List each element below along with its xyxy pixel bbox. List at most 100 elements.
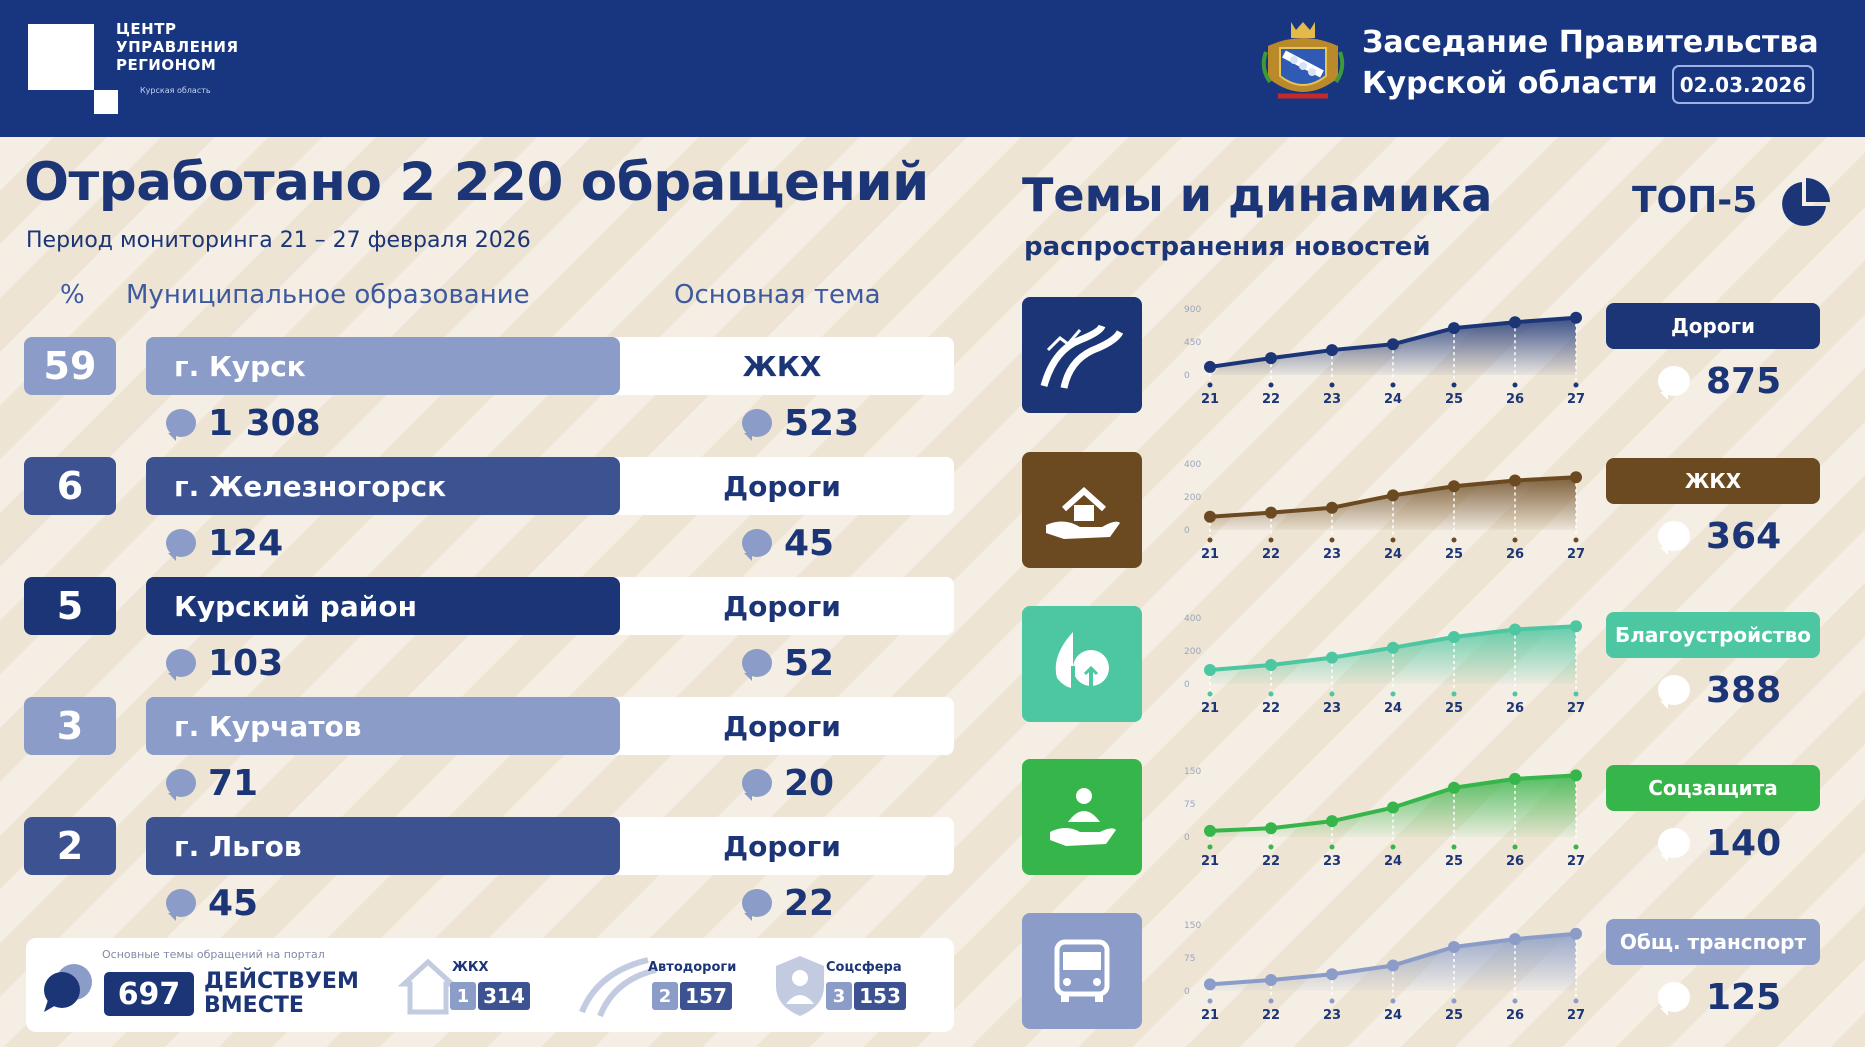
x-tick-label: 26	[1506, 392, 1524, 407]
row-topic: Дороги	[610, 697, 954, 755]
topic-trend-chart: 0 75 150 21 22 23 24 25 26 27	[1184, 767, 1585, 869]
table-row: 6 Дороги г. Железногорск 124 45	[0, 457, 960, 575]
topics-subtitle: распространения новостей	[1024, 232, 1431, 262]
x-tick-label: 23	[1323, 701, 1341, 716]
axis-dot	[1390, 691, 1396, 697]
x-tick-label: 23	[1323, 392, 1341, 407]
row-topic-count-value: 523	[784, 402, 860, 444]
bus-icon	[1054, 939, 1110, 1002]
portal-topic-rank: 3	[826, 982, 852, 1010]
chat-bubble-icon	[1658, 521, 1690, 555]
column-header-municipality: Муниципальное образование	[126, 280, 530, 310]
axis-dot	[1207, 537, 1213, 543]
data-point	[1448, 630, 1460, 643]
row-topic: Дороги	[610, 817, 954, 875]
row-topic: Дороги	[610, 577, 954, 635]
axis-dot	[1451, 998, 1457, 1004]
hand-person-icon	[1050, 788, 1116, 846]
x-tick-label: 21	[1201, 392, 1219, 407]
org-name-line2: УПРАВЛЕНИЯ	[116, 38, 239, 56]
data-point	[1448, 322, 1460, 335]
row-percent: 5	[24, 577, 116, 635]
row-municipality: Курский район	[146, 577, 620, 635]
row-topic-count: 22	[742, 881, 834, 925]
data-point	[1265, 352, 1277, 365]
row-topic-count-value: 52	[784, 642, 835, 684]
pie-chart-icon	[1782, 178, 1830, 226]
row-percent: 2	[24, 817, 116, 875]
row-municipality: г. Курчатов	[146, 697, 620, 755]
axis-dot	[1329, 691, 1335, 697]
row-topic: ЖКХ	[610, 337, 954, 395]
axis-dot	[1329, 537, 1335, 543]
portal-topic-housing: ЖКХ 1 314	[398, 952, 548, 1022]
topic-icon-tile	[1022, 452, 1142, 568]
data-point	[1570, 311, 1582, 324]
topic-row: 0 75 150 21 22 23 24 25 26 27 Соцзащита 140	[1022, 759, 1822, 877]
portal-topic-value: 314	[478, 982, 530, 1010]
coat-of-arms-icon	[1261, 22, 1345, 99]
chat-bubble-icon	[166, 769, 196, 801]
axis-dot	[1390, 537, 1396, 543]
axis-dot	[1207, 382, 1213, 388]
row-total-value: 124	[208, 522, 284, 564]
chat-bubble-icon	[166, 409, 196, 441]
axis-dot	[1207, 844, 1213, 850]
y-tick-label: 0	[1184, 987, 1190, 997]
row-percent: 6	[24, 457, 116, 515]
axis-dot	[1451, 691, 1457, 697]
org-name-line1: ЦЕНТР	[116, 20, 177, 38]
table-row: 2 Дороги г. Льгов 45 22	[0, 817, 960, 935]
row-total: 45	[166, 881, 258, 925]
axis-dot	[1268, 691, 1274, 697]
axis-dot	[1268, 844, 1274, 850]
topic-trend-chart: 0 200 400 21 22 23 24 25 26 27	[1184, 614, 1585, 716]
topic-row: 0 200 400 21 22 23 24 25 26 27 Благоустройство 38…	[1022, 606, 1822, 724]
topic-icon-tile	[1022, 913, 1142, 1029]
topic-value-number: 388	[1706, 669, 1782, 711]
x-tick-label: 23	[1323, 1008, 1341, 1023]
y-tick-label: 200	[1184, 493, 1201, 503]
data-point	[1570, 620, 1582, 633]
axis-dot	[1573, 691, 1579, 697]
data-point	[1326, 501, 1338, 514]
x-tick-label: 25	[1445, 701, 1463, 716]
chat-bubble-icon	[1658, 366, 1690, 400]
table-row: 3 Дороги г. Курчатов 71 20	[0, 697, 960, 815]
x-tick-label: 22	[1262, 1008, 1280, 1023]
topic-badge: Дороги	[1606, 303, 1820, 349]
axis-dot	[1512, 998, 1518, 1004]
tree-icon	[1055, 632, 1109, 696]
chat-bubble-icon	[166, 889, 196, 921]
axis-dot	[1268, 998, 1274, 1004]
row-total: 1 308	[166, 401, 321, 445]
x-tick-label: 21	[1201, 701, 1219, 716]
topic-trend-chart: 0 200 400 21 22 23 24 25 26 27	[1184, 460, 1585, 562]
data-point	[1204, 978, 1216, 991]
column-header-percent: %	[60, 280, 85, 310]
axis-dot	[1207, 998, 1213, 1004]
row-percent: 3	[24, 697, 116, 755]
topic-value: 388	[1658, 666, 1781, 714]
portal-name: ДЕЙСТВУЕМ ВМЕСТЕ	[204, 970, 359, 1018]
portal-caption: Основные темы обращений на портал	[102, 948, 325, 961]
x-tick-label: 22	[1262, 701, 1280, 716]
row-total-value: 1 308	[208, 402, 321, 444]
house-icon	[398, 958, 458, 1015]
header-bar: ЦЕНТР УПРАВЛЕНИЯ РЕГИОНОМ Курская област…	[0, 0, 1865, 137]
data-point	[1509, 474, 1521, 487]
topic-badge: Благоустройство	[1606, 612, 1820, 658]
data-point	[1448, 781, 1460, 794]
topic-value-number: 364	[1706, 515, 1782, 557]
topic-value: 125	[1658, 973, 1781, 1021]
topic-badge: Соцзащита	[1606, 765, 1820, 811]
x-tick-label: 22	[1262, 854, 1280, 869]
data-point	[1326, 344, 1338, 357]
topic-icon-tile	[1022, 606, 1142, 722]
topic-value-number: 125	[1706, 976, 1782, 1018]
x-tick-label: 23	[1323, 547, 1341, 562]
topic-trend-chart: 0 75 150 21 22 23 24 25 26 27	[1184, 921, 1585, 1023]
axis-dot	[1573, 998, 1579, 1004]
chat-bubble-icon	[742, 409, 772, 441]
chat-bubble-icon	[1658, 982, 1690, 1016]
